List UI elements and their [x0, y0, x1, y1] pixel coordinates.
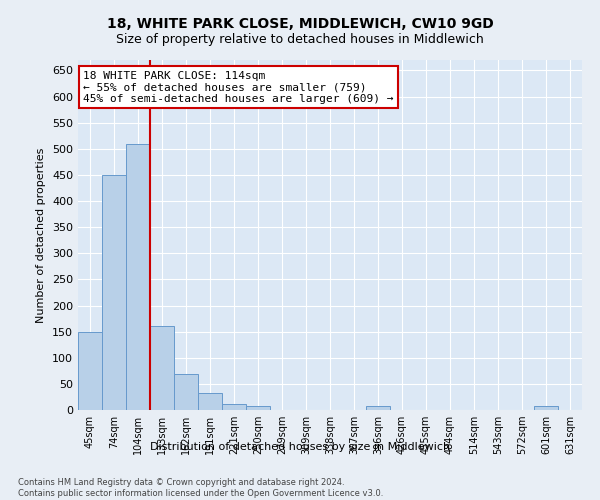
Bar — [174, 374, 198, 410]
Bar — [246, 406, 270, 410]
Bar — [126, 144, 150, 410]
Y-axis label: Number of detached properties: Number of detached properties — [37, 148, 46, 322]
Text: Contains HM Land Registry data © Crown copyright and database right 2024.
Contai: Contains HM Land Registry data © Crown c… — [18, 478, 383, 498]
Bar — [78, 332, 102, 410]
Bar — [198, 393, 222, 410]
Bar — [102, 175, 126, 410]
Text: Size of property relative to detached houses in Middlewich: Size of property relative to detached ho… — [116, 32, 484, 46]
Text: Distribution of detached houses by size in Middlewich: Distribution of detached houses by size … — [150, 442, 450, 452]
Bar — [534, 406, 558, 410]
Bar — [222, 404, 246, 410]
Bar — [366, 406, 390, 410]
Text: 18 WHITE PARK CLOSE: 114sqm
← 55% of detached houses are smaller (759)
45% of se: 18 WHITE PARK CLOSE: 114sqm ← 55% of det… — [83, 70, 394, 104]
Text: 18, WHITE PARK CLOSE, MIDDLEWICH, CW10 9GD: 18, WHITE PARK CLOSE, MIDDLEWICH, CW10 9… — [107, 18, 493, 32]
Bar — [150, 326, 174, 410]
